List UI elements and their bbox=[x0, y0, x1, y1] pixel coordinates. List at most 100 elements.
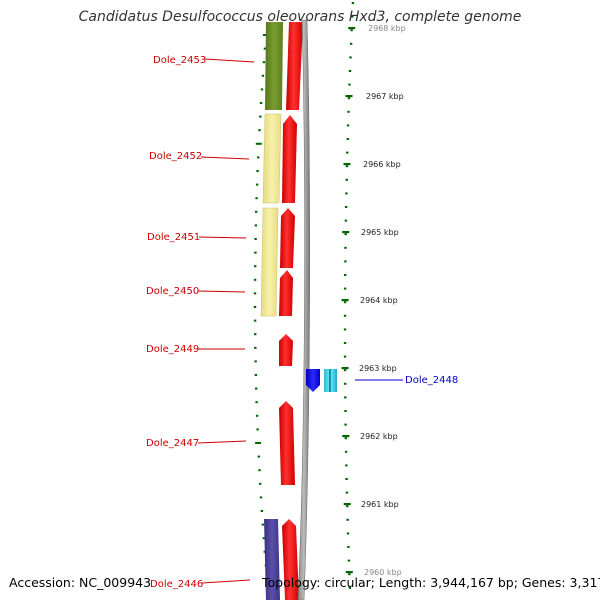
tick-label-2967: 2967 kbp bbox=[366, 92, 404, 101]
gene-label-dole-2452[interactable]: Dole_2452 bbox=[149, 151, 202, 162]
right-ring-tick bbox=[344, 260, 347, 263]
gene-label-dole-2450[interactable]: Dole_2450 bbox=[146, 286, 199, 297]
left-ring-tick bbox=[256, 428, 259, 431]
cog-track bbox=[260, 22, 283, 600]
right-ring-tick bbox=[347, 559, 351, 562]
cog-block-khaki-2 bbox=[260, 207, 279, 317]
right-ring-major-tick bbox=[343, 163, 351, 166]
leader-dole-2451 bbox=[198, 236, 247, 239]
right-ring-tick bbox=[344, 246, 347, 249]
left-ring-tick bbox=[254, 346, 257, 349]
tick-label-2968: 2968 kbp bbox=[368, 24, 406, 33]
right-ring-tick bbox=[344, 274, 347, 276]
tick-label-2962: 2962 kbp bbox=[360, 432, 398, 441]
right-ring-tick bbox=[345, 165, 349, 168]
tick-label-2960: 2960 kbp bbox=[364, 568, 402, 577]
cds-dole-2450 bbox=[279, 270, 293, 316]
left-ring-tick bbox=[259, 102, 263, 104]
right-ring-tick bbox=[343, 314, 347, 317]
cds-dole-2448-cog-divider bbox=[329, 369, 331, 392]
tick-label-2961: 2961 kbp bbox=[361, 500, 399, 509]
right-scale-ring bbox=[341, 2, 356, 589]
right-ring-major-tick bbox=[343, 503, 351, 506]
left-ring-tick bbox=[254, 374, 258, 376]
right-ring-tick bbox=[346, 151, 349, 154]
left-ring-tick bbox=[261, 74, 265, 77]
right-ring-tick bbox=[344, 423, 347, 426]
right-ring-tick bbox=[343, 301, 347, 304]
right-ring-tick bbox=[351, 15, 354, 18]
tick-label-2966: 2966 kbp bbox=[363, 160, 401, 169]
right-ring-tick bbox=[344, 206, 348, 208]
left-ring-tick bbox=[253, 292, 257, 295]
left-ring-tick bbox=[255, 442, 262, 444]
right-ring-tick bbox=[343, 342, 347, 344]
tick-label-2963: 2963 kbp bbox=[359, 364, 397, 373]
right-ring-tick bbox=[345, 478, 348, 480]
left-ring-tick bbox=[254, 333, 257, 336]
gene-label-dole-2447[interactable]: Dole_2447 bbox=[146, 438, 199, 449]
right-ring-tick bbox=[344, 410, 347, 412]
leader-dole-2446 bbox=[201, 579, 251, 584]
right-ring-major-tick bbox=[341, 299, 349, 302]
left-ring-tick bbox=[260, 510, 264, 512]
left-ring-tick bbox=[253, 278, 257, 281]
gene-label-dole-2446[interactable]: Dole_2446 bbox=[150, 579, 203, 590]
right-ring-tick bbox=[343, 355, 347, 358]
right-ring-tick bbox=[350, 29, 353, 32]
left-ring-tick bbox=[255, 414, 259, 417]
right-ring-tick bbox=[346, 532, 350, 535]
left-ring-tick bbox=[253, 306, 257, 308]
left-ring-tick bbox=[259, 482, 262, 485]
tick-label-2964: 2964 kbp bbox=[360, 296, 398, 305]
right-ring-tick bbox=[347, 546, 350, 548]
left-ring-tick bbox=[259, 115, 262, 118]
left-ring-tick bbox=[254, 251, 257, 254]
cds-dole-2447 bbox=[279, 401, 295, 485]
right-ring-tick bbox=[345, 192, 348, 195]
right-ring-major-tick bbox=[342, 231, 350, 234]
right-ring-tick bbox=[345, 178, 348, 181]
left-ring-tick bbox=[263, 550, 266, 553]
tick-label-2965: 2965 kbp bbox=[361, 228, 399, 237]
right-ring-tick bbox=[346, 518, 349, 521]
leader-dole-2453 bbox=[204, 58, 255, 63]
right-ring-major-tick bbox=[341, 367, 349, 370]
right-ring-tick bbox=[349, 42, 353, 45]
left-ring-tick bbox=[262, 61, 266, 64]
left-ring-tick bbox=[260, 88, 264, 91]
gene-label-dole-2448[interactable]: Dole_2448 bbox=[405, 375, 458, 386]
cds-dole-2452 bbox=[282, 115, 297, 203]
left-ring-tick bbox=[256, 170, 259, 172]
right-ring-tick bbox=[343, 287, 347, 290]
right-ring-tick bbox=[344, 437, 347, 440]
topology-text: Topology: circular; Length: 3,944,167 bp… bbox=[262, 575, 600, 590]
right-ring-tick bbox=[348, 83, 351, 86]
cds-dole-2453 bbox=[286, 22, 303, 110]
right-ring-tick bbox=[349, 56, 352, 59]
gene-label-dole-2449[interactable]: Dole_2449 bbox=[146, 344, 199, 355]
leader-dole-2452 bbox=[200, 156, 250, 160]
left-ring-tick bbox=[257, 455, 260, 458]
left-ring-tick bbox=[255, 183, 259, 186]
cds-dole-2448 bbox=[306, 369, 320, 392]
right-ring-tick bbox=[346, 124, 350, 127]
cds-dole-2451 bbox=[280, 208, 295, 268]
left-ring-tick bbox=[263, 47, 267, 50]
cog-block-olive bbox=[265, 22, 283, 110]
right-ring-tick bbox=[344, 450, 348, 453]
left-ring-tick bbox=[255, 197, 258, 200]
right-ring-tick bbox=[347, 97, 351, 100]
gene-label-leaders bbox=[197, 58, 403, 584]
gene-label-dole-2453[interactable]: Dole_2453 bbox=[153, 55, 206, 66]
left-ring-tick bbox=[258, 469, 261, 472]
left-ring-tick bbox=[254, 238, 257, 240]
right-ring-tick bbox=[344, 233, 347, 236]
left-ring-tick bbox=[257, 156, 260, 159]
cog-block-slate bbox=[264, 519, 280, 600]
gene-label-dole-2451[interactable]: Dole_2451 bbox=[147, 232, 200, 243]
genome-backbone bbox=[297, 19, 310, 600]
right-ring-tick bbox=[344, 219, 348, 222]
right-ring-tick bbox=[345, 464, 348, 467]
